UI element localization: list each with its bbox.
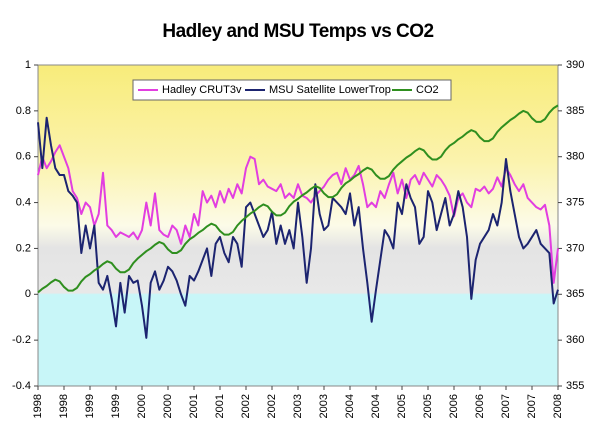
y-tick-label: 0.2 xyxy=(16,242,31,254)
plot-area xyxy=(37,64,559,387)
legend xyxy=(132,79,452,101)
x-tick-label: 1998 xyxy=(32,394,44,418)
y2-tick-label: 385 xyxy=(566,105,584,117)
y-tick-label: -0.2 xyxy=(12,334,31,346)
y-tick-label: 0.8 xyxy=(16,105,31,117)
series-line xyxy=(37,116,559,339)
x-tick-label: 2004 xyxy=(370,394,382,418)
y2-tick-label: 365 xyxy=(566,288,584,300)
x-tick-label: 2001 xyxy=(188,394,200,418)
x-tick-label: 2005 xyxy=(396,394,408,418)
x-tick-label: 2007 xyxy=(500,394,512,418)
x-tick-label: 2001 xyxy=(214,394,226,418)
x-tick-label: 2007 xyxy=(526,394,538,418)
y-tick-label: 1 xyxy=(25,59,31,71)
x-tick-label: 1998 xyxy=(58,394,70,418)
x-tick-label: 2002 xyxy=(266,394,278,418)
y2-tick-label: 390 xyxy=(566,59,584,71)
x-tick-label: 2005 xyxy=(422,394,434,418)
x-tick-label: 2000 xyxy=(162,394,174,418)
x-tick-label: 2000 xyxy=(136,394,148,418)
y2-tick-label: 380 xyxy=(566,151,584,163)
series-line xyxy=(37,104,559,294)
legend-label: Hadley CRUT3v xyxy=(162,84,242,96)
y-tick-label: 0.6 xyxy=(16,151,31,163)
y-tick-label: -0.4 xyxy=(12,380,31,392)
legend-label: CO2 xyxy=(416,84,439,96)
x-tick-label: 2006 xyxy=(448,394,460,418)
y2-tick-label: 375 xyxy=(566,196,584,208)
y2-tick-label: 370 xyxy=(566,242,584,254)
x-tick-label: 2008 xyxy=(552,394,564,418)
x-tick-label: 2006 xyxy=(474,394,486,418)
x-tick-label: 2003 xyxy=(292,394,304,418)
legend-label: MSU Satellite LowerTrop xyxy=(269,84,391,96)
x-tick-label: 2002 xyxy=(240,394,252,418)
y-tick-label: 0.4 xyxy=(16,196,31,208)
chart-title: Hadley and MSU Temps vs CO2 xyxy=(162,21,433,42)
y-tick-label: 0 xyxy=(25,288,31,300)
x-tick-label: 1999 xyxy=(110,394,122,418)
x-tick-label: 1999 xyxy=(84,394,96,418)
y2-tick-label: 360 xyxy=(566,334,584,346)
x-tick-label: 2004 xyxy=(344,394,356,418)
y2-tick-label: 355 xyxy=(566,380,584,392)
x-tick-label: 2003 xyxy=(318,394,330,418)
series-line xyxy=(37,144,559,284)
